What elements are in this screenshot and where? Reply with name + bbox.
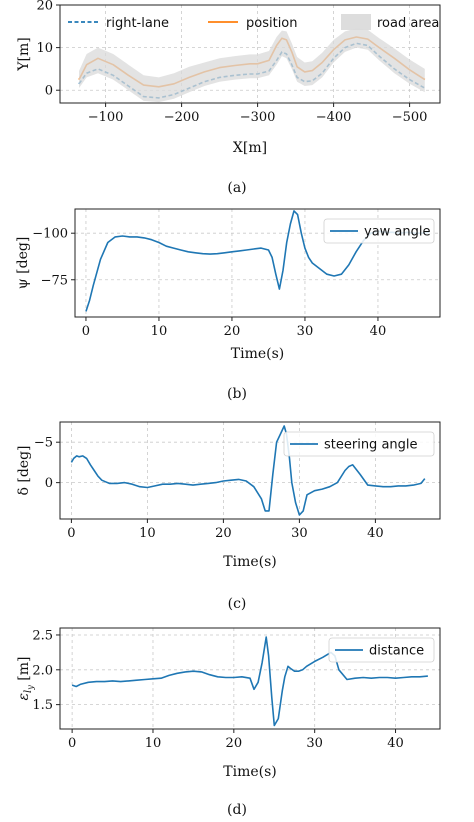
- panel-caption: (b): [227, 386, 247, 402]
- x-tick-label: 30: [291, 526, 308, 541]
- panel-caption: (c): [228, 596, 247, 612]
- x-tick-label: 40: [387, 736, 404, 751]
- chart-panel-c: 0 10 20 30 40 −5 0 Time(s) δ [deg] (c) steering an…: [16, 421, 441, 612]
- y-tick-label: 0: [45, 476, 53, 491]
- y-axis-label: ψ [deg]: [15, 237, 31, 290]
- y-tick-label: 1.5: [32, 698, 53, 713]
- y-tick-label: 20: [36, 0, 53, 14]
- legend-label: position: [246, 16, 298, 31]
- legend-label: steering angle: [324, 438, 418, 453]
- x-tick-label: −200: [164, 110, 200, 125]
- legend-label: yaw angle: [364, 225, 431, 240]
- y-tick-label: 10: [36, 41, 53, 56]
- x-tick-label: 10: [145, 736, 162, 751]
- legend: steering angle: [283, 431, 435, 457]
- chart-panel-a: −100 −200 −300 −400 −500 0 10 20 X[m] Y[m] (a) righ…: [16, 0, 441, 196]
- x-tick-label: 10: [151, 324, 168, 339]
- axes-frame: [59, 421, 441, 520]
- legend-label: distance: [369, 644, 424, 659]
- y-tick-label: 0: [45, 84, 53, 99]
- plot-area: [78, 28, 426, 103]
- y-tick-label: 2.0: [32, 663, 53, 678]
- legend-swatch-road-area: [341, 14, 371, 30]
- x-tick-label: −100: [88, 110, 124, 125]
- x-tick-label: 10: [139, 526, 156, 541]
- axes-frame: [59, 627, 441, 730]
- x-tick-label: 0: [82, 324, 90, 339]
- x-tick-label: 40: [367, 526, 384, 541]
- y-axis-label: εly [m]: [16, 657, 35, 701]
- x-tick-label: 0: [67, 526, 75, 541]
- x-tick-label: −300: [240, 110, 276, 125]
- y-axis-label: δ [deg]: [16, 445, 32, 495]
- plot-area: [70, 425, 426, 516]
- series-road-area: [79, 28, 425, 103]
- x-tick-label: 20: [226, 736, 243, 751]
- legend: yaw angle: [323, 218, 435, 244]
- x-tick-label: 30: [297, 324, 314, 339]
- y-tick-label: −5: [34, 436, 53, 451]
- x-tick-label: 0: [68, 736, 76, 751]
- legend-box: [283, 431, 435, 457]
- panel-caption: (d): [227, 802, 247, 818]
- x-tick-label: −400: [316, 110, 352, 125]
- plot-area: [71, 636, 428, 727]
- x-axis-label: X[m]: [233, 140, 267, 156]
- legend: distance: [328, 637, 435, 663]
- y-tick-label: 2.5: [32, 628, 53, 643]
- panel-caption: (a): [227, 180, 246, 196]
- axes-frame: [59, 4, 441, 104]
- x-tick-label: 40: [370, 324, 387, 339]
- y-tick-label: −100: [32, 227, 68, 242]
- x-axis-label: Time(s): [223, 764, 276, 780]
- x-tick-label: 20: [215, 526, 232, 541]
- series-line-distance: [71, 636, 428, 727]
- chart-panel-b: 0 10 20 30 40 −100 −75 Time(s) ψ [deg] (b) yaw ang…: [15, 208, 441, 402]
- x-tick-label: −500: [392, 110, 428, 125]
- axes-frame: [74, 208, 441, 318]
- x-tick-label: 30: [306, 736, 323, 751]
- x-axis-label: Time(s): [231, 346, 284, 362]
- chart-panel-d: 0 10 20 30 40 1.5 2.0 2.5 Time(s) εly [m] (d) dista…: [16, 627, 441, 818]
- y-axis-label: Y[m]: [16, 37, 32, 71]
- legend-label: road area: [377, 16, 439, 31]
- legend: right-lane position road area: [68, 14, 439, 31]
- legend-box: [328, 637, 435, 663]
- x-axis-label: Time(s): [223, 554, 276, 570]
- x-tick-label: 20: [224, 324, 241, 339]
- series-line-steering-angle: [70, 425, 426, 516]
- y-tick-label: −75: [41, 273, 68, 288]
- legend-label: right-lane: [106, 16, 169, 31]
- legend-box: [323, 218, 435, 244]
